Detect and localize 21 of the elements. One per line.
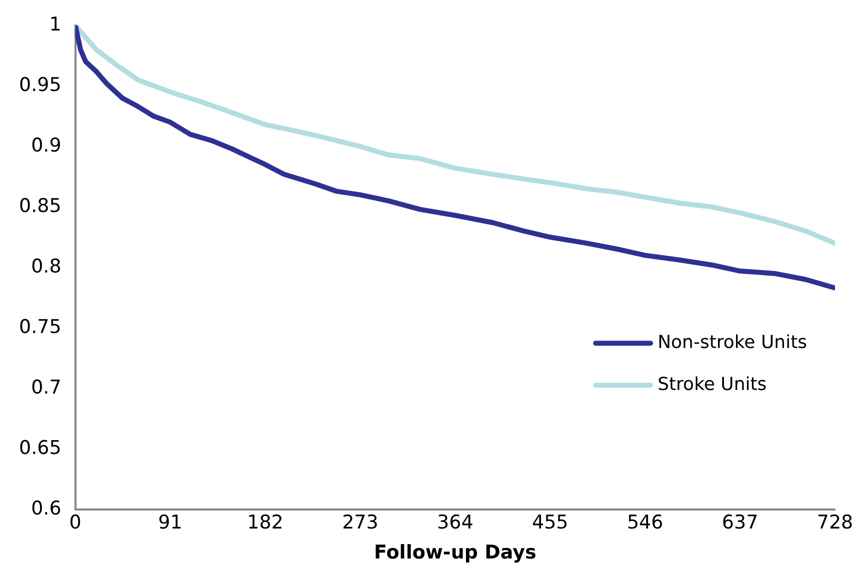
y-tick-label: 0.7 [31, 376, 62, 398]
y-tick-label: 0.6 [31, 497, 62, 520]
x-axis-title: Follow-up Days [374, 542, 536, 564]
y-tick-label: 0.8 [31, 255, 62, 278]
y-tick-label: 0.9 [31, 134, 62, 156]
x-tick-label: 91 [158, 512, 182, 534]
y-tick-label: 0.65 [18, 436, 62, 459]
legend-label: Non-stroke Units [658, 332, 808, 353]
x-tick-label: 455 [532, 512, 568, 534]
x-tick-label: 546 [626, 512, 664, 534]
y-tick-label: 0.85 [18, 194, 62, 217]
x-tick-label: 0 [69, 512, 82, 534]
legend-label: Stroke Units [658, 374, 767, 395]
y-tick-label: 0.95 [18, 74, 62, 96]
x-tick-label: 273 [342, 512, 378, 534]
x-tick-label: 728 [816, 512, 854, 534]
y-tick-label: 1 [49, 13, 62, 36]
x-tick-label: 364 [437, 512, 474, 534]
x-tick-label: 637 [722, 512, 758, 534]
x-tick-label: 182 [247, 512, 284, 534]
y-tick-label: 0.75 [18, 316, 62, 338]
